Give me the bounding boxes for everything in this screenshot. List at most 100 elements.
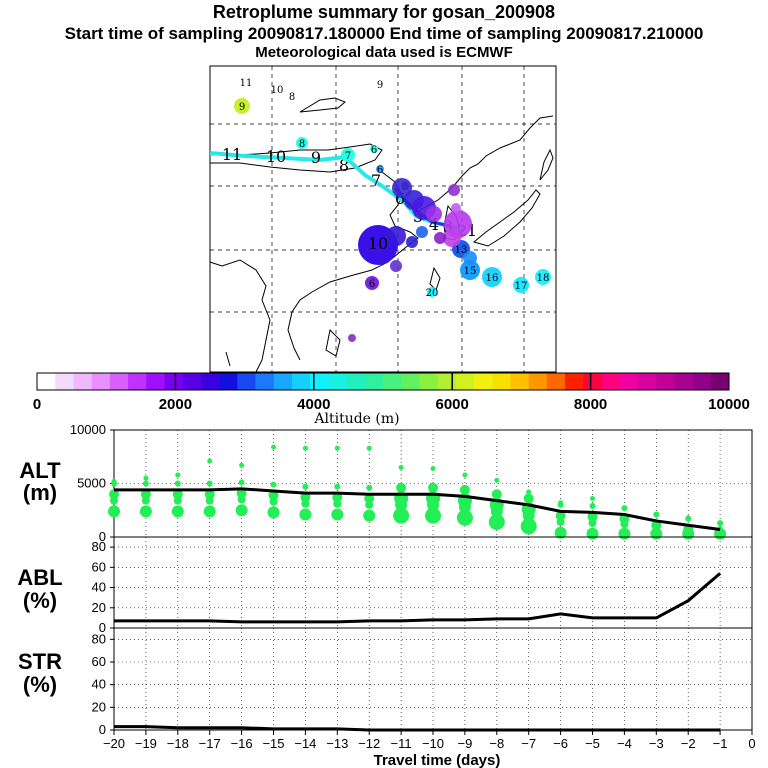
y-tick-label: 80 (92, 539, 106, 554)
cluster-label: 18 (537, 273, 550, 284)
colorbar-swatch (346, 373, 366, 390)
altitude-dot (271, 444, 276, 450)
colorbar-swatch (692, 373, 712, 390)
colorbar-swatch (565, 373, 584, 390)
altitude-dot (140, 489, 151, 500)
colorbar-swatch (601, 373, 621, 390)
y-tick-label: 0 (99, 722, 106, 737)
altitude-dot (494, 477, 500, 483)
plume-cluster: 6 (370, 145, 378, 156)
colorbar-swatch (583, 373, 602, 390)
altitude-dot (331, 508, 344, 521)
colorbar-label: Altitude (m) (313, 411, 399, 427)
y-tick-label: 60 (92, 559, 106, 574)
series-line-alt (114, 487, 721, 531)
x-tick-label: −1 (713, 736, 728, 751)
altitude-dot (590, 495, 595, 501)
x-tick-label: −17 (199, 736, 221, 751)
plume-cluster: 17 (513, 277, 529, 293)
x-axis: −20 −19 −18 −17 −16 −15 −14 −13 −12 −11 −10 −9 −8 −7−… (103, 730, 756, 751)
track-label: 4 (429, 215, 439, 234)
retroplume-map: 1110987654321 11109898766101315161718206… (209, 65, 557, 373)
altitude-dot (685, 515, 692, 522)
cluster-marker (482, 267, 502, 287)
colorbar-tick: 2000 (159, 396, 192, 413)
plume-cluster: 10 (271, 85, 284, 96)
altitude-dot (334, 483, 341, 490)
colorbar-tick: 4000 (297, 396, 330, 413)
chart-title: Retroplume summary for gosan_200908 (212, 2, 556, 22)
panel-alt: 10000 5000 0 ALT(m) (19, 422, 753, 544)
altitude-dot (488, 514, 505, 531)
plume-cluster: 8 (289, 92, 295, 103)
altitude-dot (366, 484, 373, 491)
cluster-label: 16 (486, 273, 499, 284)
altitude-dot (589, 502, 596, 509)
y-tick-label: 20 (92, 600, 106, 615)
plume-cluster: 7 (341, 148, 355, 162)
sampling-times: Start time of sampling 20090817.180000 E… (64, 24, 704, 43)
altitude-dot (174, 480, 181, 487)
x-tick-label: −16 (231, 736, 253, 751)
colorbar-tick: 8000 (574, 396, 607, 413)
altitude-dot (363, 509, 376, 522)
altitude-dot (588, 519, 597, 528)
y-tick-label: 80 (92, 631, 106, 646)
altitude-dot (458, 501, 471, 514)
altitude-dot (173, 496, 182, 505)
altitude-dot (425, 507, 441, 524)
cluster-label: 11 (240, 78, 253, 89)
plume-blob (451, 203, 461, 213)
track-label: 7 (371, 171, 381, 190)
x-tick-label: 0 (748, 736, 755, 751)
altitude-dot (653, 511, 660, 518)
altitude-dot (334, 445, 340, 451)
plume-blob (392, 178, 412, 198)
cluster-label: 6 (369, 279, 375, 290)
time-series-panels: 1000050000ALT(m)806040200ABL(%)806040200… (17, 422, 755, 751)
plume-cluster: 9 (377, 80, 383, 91)
colorbar-swatch (146, 373, 165, 390)
plume-cluster: 16 (482, 267, 502, 287)
plume-blob (390, 260, 402, 272)
altitude-dot (456, 509, 473, 526)
altitude-dot (207, 458, 213, 464)
altitude-dot (239, 462, 245, 468)
altitude-dot (621, 505, 628, 512)
cluster-label: 10 (368, 234, 388, 253)
plume-blob (463, 251, 477, 265)
x-tick-label: −12 (358, 736, 380, 751)
colorbar-swatch (73, 373, 92, 390)
plume-blob (406, 236, 418, 248)
altitude-dot (520, 518, 537, 535)
x-tick-label: −5 (585, 736, 600, 751)
altitude-dot (364, 493, 375, 504)
y-tick-label: 40 (92, 677, 106, 692)
cluster-label: 9 (377, 80, 383, 91)
altitude-dot (110, 496, 118, 505)
track-label: 9 (311, 148, 321, 167)
y-tick-label: 20 (92, 699, 106, 714)
x-tick-label: −20 (103, 736, 125, 751)
altitude-dot (462, 472, 468, 478)
altitude-dot (143, 475, 149, 481)
x-tick-label: −9 (457, 736, 472, 751)
altitude-dot (109, 489, 119, 500)
colorbar-swatch (273, 373, 293, 390)
altitude-dot (270, 481, 277, 488)
y-tick-label: 10000 (70, 422, 106, 437)
altitude-colorbar: 0 2000 4000 6000 8000 10000 (33, 372, 750, 413)
plume-blob (448, 184, 460, 196)
map-gridlines (210, 66, 556, 372)
altitude-dot (430, 466, 436, 472)
plume-cluster: 6 (365, 276, 379, 290)
cluster-label: 6 (371, 145, 377, 156)
altitude-dot (620, 520, 629, 529)
cluster-label: 8 (289, 92, 295, 103)
plume-cluster: 6 (376, 165, 384, 176)
cluster-marker (296, 137, 308, 149)
colorbar-swatch (546, 373, 566, 390)
plume-blob (416, 226, 428, 238)
altitude-dot (267, 506, 280, 519)
